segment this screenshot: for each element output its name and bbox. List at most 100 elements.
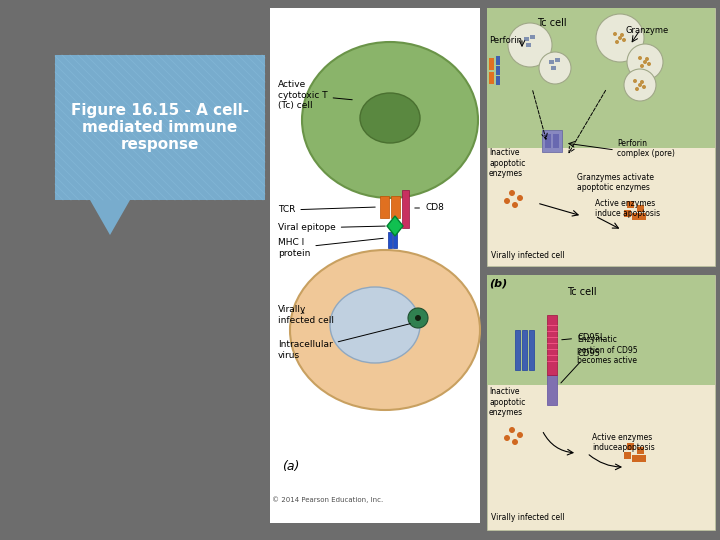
Bar (624, 210, 631, 217)
Ellipse shape (622, 38, 626, 42)
Bar (391, 196, 400, 218)
Bar (496, 76, 500, 85)
Bar (547, 375, 557, 405)
Bar (632, 213, 639, 220)
Ellipse shape (647, 62, 651, 66)
Bar (627, 201, 634, 208)
Bar (487, 8, 715, 266)
Bar (549, 60, 554, 64)
Ellipse shape (508, 23, 552, 67)
Ellipse shape (330, 287, 420, 363)
Text: CD8: CD8 (415, 204, 444, 213)
Text: © 2014 Pearson Education, Inc.: © 2014 Pearson Education, Inc. (272, 496, 383, 503)
Bar (553, 134, 559, 148)
Bar (547, 315, 557, 375)
Text: MHC I
protein: MHC I protein (278, 238, 383, 258)
Text: CD95L: CD95L (562, 333, 605, 341)
Bar (524, 37, 529, 41)
Text: Enzymatic
portion of CD95
becomes active: Enzymatic portion of CD95 becomes active (577, 335, 638, 365)
Bar (515, 330, 520, 370)
Bar (632, 455, 639, 462)
Text: Active enzymes
induce apoptosis: Active enzymes induce apoptosis (595, 199, 660, 218)
Bar (639, 213, 646, 220)
Text: Viral epitope: Viral epitope (278, 224, 385, 233)
Bar (270, 8, 480, 523)
Text: Tc cell: Tc cell (537, 18, 567, 28)
Text: Active enzymes
induceapoptosis: Active enzymes induceapoptosis (592, 433, 654, 452)
Ellipse shape (645, 57, 649, 61)
Ellipse shape (638, 56, 642, 60)
Text: Virally infected cell: Virally infected cell (491, 513, 564, 522)
Bar (402, 190, 409, 228)
Text: Inactive
apoptotic
enzymes: Inactive apoptotic enzymes (489, 387, 526, 417)
Ellipse shape (517, 432, 523, 438)
Bar (639, 455, 646, 462)
Ellipse shape (624, 69, 656, 101)
Ellipse shape (512, 439, 518, 445)
Polygon shape (387, 216, 403, 236)
Text: Perforin: Perforin (489, 36, 522, 45)
Bar (529, 330, 534, 370)
Bar (487, 8, 715, 148)
Bar (380, 196, 389, 218)
Ellipse shape (512, 202, 518, 208)
Ellipse shape (613, 32, 617, 36)
Ellipse shape (620, 33, 624, 37)
Ellipse shape (633, 79, 637, 83)
Bar (624, 452, 631, 459)
Text: Intracellular
virus: Intracellular virus (278, 323, 410, 360)
Bar (393, 232, 397, 248)
Bar (489, 72, 494, 84)
Ellipse shape (615, 40, 619, 44)
Bar (526, 43, 531, 47)
Polygon shape (90, 200, 130, 235)
Bar (545, 134, 551, 148)
Ellipse shape (504, 198, 510, 204)
Ellipse shape (640, 80, 644, 84)
Text: Virally
infected cell: Virally infected cell (278, 305, 334, 325)
Text: CD95: CD95 (561, 348, 600, 383)
Ellipse shape (618, 36, 622, 40)
Text: Figure 16.15 - A cell-
mediated immune
response: Figure 16.15 - A cell- mediated immune r… (71, 103, 249, 152)
Ellipse shape (509, 190, 515, 196)
Ellipse shape (509, 427, 515, 433)
Ellipse shape (504, 435, 510, 441)
Ellipse shape (360, 93, 420, 143)
Text: Virally infected cell: Virally infected cell (491, 251, 564, 260)
Ellipse shape (415, 315, 421, 321)
Ellipse shape (627, 44, 663, 80)
Text: TCR: TCR (278, 206, 375, 214)
Bar (555, 58, 560, 62)
Bar (551, 66, 556, 70)
Ellipse shape (517, 195, 523, 201)
Ellipse shape (635, 87, 639, 91)
Bar (627, 443, 634, 450)
Text: (b): (b) (489, 278, 508, 288)
Text: Active
cytotoxic T
(Tc) cell: Active cytotoxic T (Tc) cell (278, 80, 352, 110)
Text: Granzymes activate
apoptotic enzymes: Granzymes activate apoptotic enzymes (577, 173, 654, 192)
Ellipse shape (640, 64, 644, 68)
Text: Perforin
complex (pore): Perforin complex (pore) (617, 139, 675, 158)
Bar (530, 35, 535, 39)
Ellipse shape (408, 308, 428, 328)
Bar (55, 55, 265, 200)
Text: Tc cell: Tc cell (567, 287, 597, 297)
Text: Granzyme: Granzyme (625, 26, 668, 35)
Ellipse shape (642, 85, 646, 89)
Ellipse shape (302, 42, 478, 198)
Bar (487, 275, 715, 530)
Ellipse shape (643, 60, 647, 64)
Bar (637, 447, 644, 454)
Ellipse shape (596, 14, 644, 62)
Bar (522, 330, 527, 370)
Bar (489, 58, 494, 70)
Ellipse shape (539, 52, 571, 84)
Bar (637, 205, 644, 212)
Ellipse shape (290, 250, 480, 410)
Text: Inactive
apoptotic
enzymes: Inactive apoptotic enzymes (489, 148, 526, 178)
Bar (542, 130, 562, 152)
Ellipse shape (638, 83, 642, 87)
Text: (a): (a) (282, 460, 300, 473)
Bar (388, 232, 392, 248)
Bar (487, 275, 715, 385)
